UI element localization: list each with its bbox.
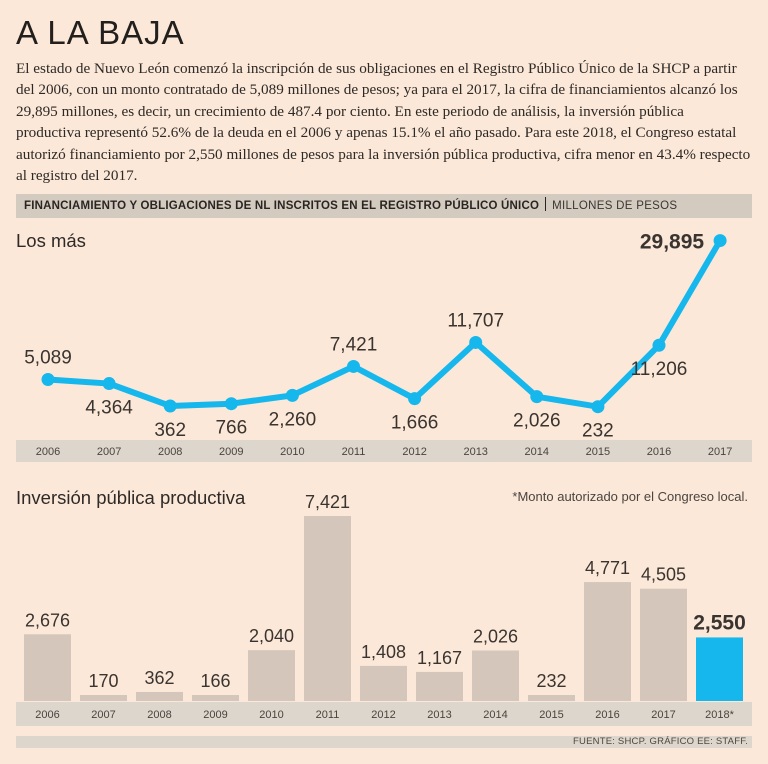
- line-x-tick: 2006: [36, 446, 60, 458]
- bar-data-label: 170: [88, 671, 118, 691]
- bar: [360, 665, 407, 701]
- bar-axis-band: [16, 702, 752, 726]
- chart-note: *Monto autorizado por el Congreso local.: [512, 489, 748, 504]
- line-data-label: 362: [154, 420, 186, 441]
- line-data-label: 2,260: [269, 409, 317, 430]
- bar-x-tick: 2015: [539, 709, 563, 721]
- line-point: [285, 388, 299, 402]
- bar-data-label: 232: [536, 671, 566, 691]
- bar-data-label: 4,505: [641, 565, 686, 585]
- bar: [640, 588, 687, 701]
- line-data-label: 4,364: [85, 398, 133, 419]
- chart-banner: FINANCIAMIENTO Y OBLIGACIONES DE NL INSC…: [16, 194, 752, 218]
- source-footer: FUENTE: SHCP. GRÁFICO EE: STAFF.: [16, 736, 752, 748]
- line-x-tick: 2011: [342, 446, 366, 458]
- bar-x-tick: 2012: [371, 709, 395, 721]
- line-point: [530, 390, 544, 404]
- line-x-tick: 2014: [525, 446, 549, 458]
- line-point: [408, 392, 422, 406]
- banner-unit: MILLONES DE PESOS: [552, 200, 678, 212]
- bar: [528, 695, 575, 701]
- line-point: [41, 373, 55, 387]
- line-point: [163, 399, 177, 413]
- line-point: [713, 234, 727, 248]
- line-data-label: 11,206: [631, 359, 688, 380]
- bar-data-label: 2,676: [25, 610, 70, 630]
- bar-data-label: 2,550: [693, 611, 746, 634]
- line-x-tick: 2017: [708, 446, 732, 458]
- bar: [192, 695, 239, 701]
- bar-data-label: 7,421: [305, 492, 350, 512]
- line-x-tick: 2010: [280, 446, 304, 458]
- line-series: [45, 237, 724, 410]
- line-data-label: 5,089: [24, 348, 72, 369]
- line-point: [224, 397, 238, 411]
- bar: [584, 582, 631, 701]
- line-x-tick: 2015: [586, 446, 610, 458]
- line-point: [347, 359, 360, 373]
- bar-x-tick: 2006: [35, 709, 59, 721]
- bar-x-tick: 2017: [651, 709, 675, 721]
- bar-data-label: 1,408: [361, 642, 406, 662]
- bar-data-label: 1,167: [417, 648, 462, 668]
- line-x-tick: 2013: [463, 446, 487, 458]
- bar-x-tick: 2013: [427, 709, 451, 721]
- line-point: [469, 335, 483, 349]
- banner-separator: [545, 197, 547, 211]
- bar: [136, 691, 183, 701]
- bar: [248, 650, 295, 701]
- bar: [696, 637, 743, 701]
- line-point: [652, 338, 666, 352]
- bar-x-tick: 2018*: [705, 709, 734, 721]
- bar-x-tick: 2010: [259, 709, 283, 721]
- intro-paragraph: El estado de Nuevo León comenzó la inscr…: [16, 60, 751, 185]
- bar-x-tick: 2008: [147, 709, 171, 721]
- bar: [80, 695, 127, 701]
- bar-x-tick: 2009: [203, 709, 227, 721]
- line-data-label: 766: [215, 418, 247, 439]
- line-chart-title: Los más: [16, 230, 86, 251]
- line-data-label: 11,707: [447, 310, 504, 331]
- line-data-label: 29,895: [640, 231, 705, 254]
- line-point: [591, 400, 605, 414]
- bar-chart: 2,676 2006 170 2007 362 2008 166 2009 2,040 2010 7…: [16, 492, 752, 726]
- line-x-tick: 2007: [97, 446, 121, 458]
- bar: [472, 650, 519, 701]
- line-data-label: 1,666: [391, 413, 439, 434]
- bar-data-label: 2,040: [249, 626, 294, 646]
- bar-chart-title: Inversión pública productiva: [16, 487, 246, 508]
- line-chart: 5,089 2006 4,364 2007 362 2008 766 2009 2,260 201…: [16, 231, 752, 462]
- bar: [416, 671, 463, 701]
- bar-x-tick: 2016: [595, 709, 619, 721]
- bar-data-label: 4,771: [585, 558, 630, 578]
- line-x-tick: 2016: [647, 446, 671, 458]
- line-x-tick: 2009: [219, 446, 243, 458]
- headline: A LA BAJA: [16, 14, 185, 51]
- bar-x-tick: 2014: [483, 709, 507, 721]
- bar: [24, 634, 71, 701]
- line-data-label: 7,421: [330, 334, 378, 355]
- banner-title: FINANCIAMIENTO Y OBLIGACIONES DE NL INSC…: [24, 200, 540, 212]
- line-x-tick: 2012: [402, 446, 426, 458]
- bar: [304, 516, 351, 701]
- source-text: FUENTE: SHCP. GRÁFICO EE: STAFF.: [573, 736, 748, 747]
- line-axis-band: [16, 440, 752, 462]
- line-data-label: 2,026: [513, 411, 561, 432]
- bar-data-label: 362: [144, 668, 174, 688]
- bar-x-tick: 2011: [316, 709, 340, 721]
- bar-data-label: 2,026: [473, 626, 518, 646]
- line-point: [102, 377, 116, 391]
- line-x-tick: 2008: [158, 446, 182, 458]
- line-data-label: 232: [582, 421, 614, 442]
- bar-x-tick: 2007: [91, 709, 115, 721]
- bar-data-label: 166: [200, 671, 230, 691]
